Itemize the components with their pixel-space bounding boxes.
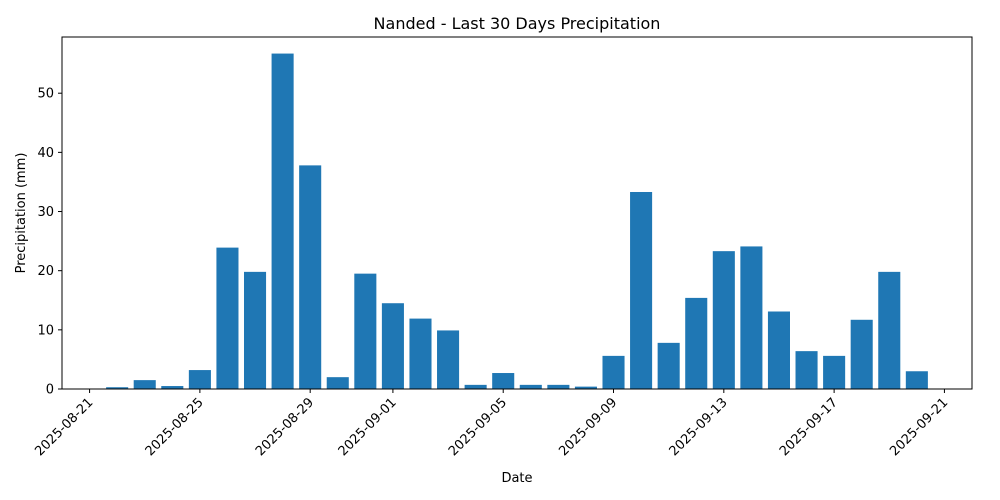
bar <box>133 380 156 389</box>
bar <box>657 342 680 389</box>
bar <box>519 384 542 389</box>
bar <box>767 311 790 389</box>
x-tick-label: 2025-09-09 <box>556 395 620 459</box>
bar <box>106 387 129 389</box>
bar <box>795 351 818 389</box>
bar <box>464 384 487 389</box>
x-tick-label: 2025-09-17 <box>777 395 841 459</box>
x-tick-label: 2025-08-21 <box>32 395 96 459</box>
y-tick-label: 0 <box>46 383 54 398</box>
y-tick-label: 40 <box>37 146 54 161</box>
bar <box>685 297 708 389</box>
bar <box>823 355 846 389</box>
x-tick-label: 2025-09-05 <box>446 395 510 459</box>
bar <box>161 386 184 389</box>
y-tick-label: 30 <box>37 205 54 220</box>
bar <box>630 191 653 389</box>
bar <box>712 251 735 389</box>
bar <box>271 53 294 390</box>
x-axis-label: Date <box>501 471 532 486</box>
x-tick-label: 2025-09-21 <box>887 395 951 459</box>
bar <box>740 246 763 389</box>
bar <box>409 318 432 389</box>
x-tick-label: 2025-09-01 <box>336 395 400 459</box>
bar <box>354 273 377 389</box>
bar <box>878 271 901 389</box>
bar <box>437 330 460 389</box>
y-axis: 0 10 20 30 40 50 <box>37 87 62 398</box>
bar <box>244 271 267 389</box>
plot-frame <box>61 36 973 390</box>
y-tick-label: 10 <box>37 323 54 338</box>
bar <box>850 319 873 389</box>
bar <box>574 386 597 389</box>
bar <box>381 303 404 389</box>
y-axis-label: Precipitation (mm) <box>14 153 29 274</box>
x-tick-label: 2025-09-13 <box>667 395 731 459</box>
bar <box>905 371 928 389</box>
bar <box>299 165 322 389</box>
bar <box>547 384 570 389</box>
x-tick-label: 2025-08-25 <box>143 395 207 459</box>
y-tick-label: 50 <box>37 87 54 102</box>
x-axis: 2025-08-21 2025-08-25 2025-08-29 2025-09-01… <box>32 389 951 459</box>
bars-group <box>106 53 928 390</box>
bar <box>326 377 349 389</box>
bar <box>602 355 625 389</box>
y-tick-label: 20 <box>37 264 54 279</box>
chart-title: Nanded - Last 30 Days Precipitation <box>374 14 661 33</box>
bar <box>188 370 211 389</box>
bar <box>492 373 515 389</box>
bar <box>216 247 239 389</box>
x-tick-label: 2025-08-29 <box>253 395 317 459</box>
